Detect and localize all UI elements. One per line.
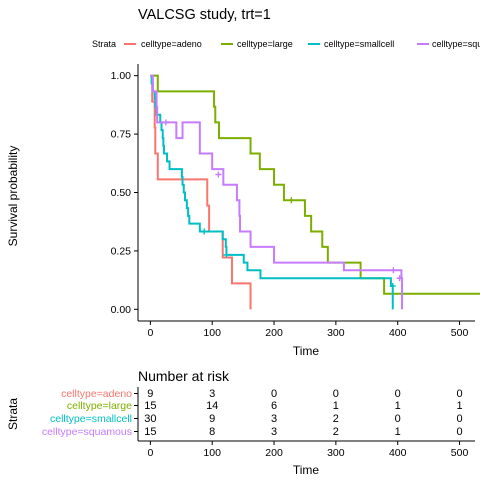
legend-item-adeno: celltype=adeno — [124, 39, 202, 49]
km-y-tick-label: 1.00 — [111, 70, 132, 82]
legend-label-large: celltype=large — [237, 39, 293, 49]
risk-cell-large: 1 — [333, 400, 339, 412]
km-curve-large — [150, 74, 480, 295]
risk-cell-smallcell: 2 — [333, 413, 339, 425]
km-y-tick-label: 0.50 — [111, 187, 132, 199]
risk-row-label-large: celltype=large — [67, 400, 132, 412]
risk-y-axis-label: Strata — [6, 398, 20, 430]
censor-mark-smallcell — [201, 228, 208, 235]
legend-item-squamous: celltype=squamous — [417, 39, 480, 49]
km-x-tick-label: 300 — [327, 327, 345, 339]
risk-cell-squamous: 8 — [209, 426, 215, 438]
risk-row-label-squamous: celltype=squamous — [42, 426, 132, 438]
km-y-tick-label: 0.25 — [111, 245, 132, 257]
legend-title: Strata — [92, 39, 116, 49]
risk-cell-smallcell: 0 — [456, 413, 462, 425]
censor-mark-large — [288, 197, 295, 204]
risk-cell-large: 14 — [206, 400, 218, 412]
km-x-tick-label: 200 — [265, 327, 283, 339]
legend-label-smallcell: celltype=smallcell — [324, 39, 394, 49]
risk-cell-large: 15 — [144, 400, 156, 412]
risk-row-label-smallcell: celltype=smallcell — [50, 413, 132, 425]
km-curve-adeno — [150, 74, 252, 310]
risk-cell-adeno: 0 — [333, 388, 339, 400]
legend-label-adeno: celltype=adeno — [141, 39, 202, 49]
risk-x-tick-label: 500 — [451, 447, 469, 459]
risk-cell-large: 6 — [271, 400, 277, 412]
risk-cell-large: 1 — [456, 400, 462, 412]
risk-cell-smallcell: 0 — [395, 413, 401, 425]
risk-cell-large: 1 — [395, 400, 401, 412]
legend: Strata celltype=adeno celltype=large cel… — [92, 39, 480, 49]
censor-mark-squamous — [162, 119, 169, 126]
risk-cell-squamous: 2 — [333, 426, 339, 438]
km-x-tick-label: 100 — [203, 327, 221, 339]
km-curve-smallcell — [150, 74, 394, 310]
km-x-tick-label: 0 — [147, 327, 153, 339]
legend-label-squamous: celltype=squamous — [432, 39, 480, 49]
chart-title: VALCSG study, trt=1 — [138, 7, 271, 23]
km-curve-squamous — [150, 74, 404, 310]
censor-mark-squamous — [396, 275, 403, 282]
censor-mark-smallcell — [389, 282, 396, 289]
risk-cell-squamous: 15 — [144, 426, 156, 438]
risk-table-title: Number at risk — [138, 368, 230, 384]
km-y-axis-label: Survival probability — [6, 146, 20, 247]
km-y-tick-label: 0.00 — [111, 304, 132, 316]
risk-cell-adeno: 0 — [271, 388, 277, 400]
risk-x-tick-label: 0 — [147, 447, 153, 459]
risk-cell-smallcell: 30 — [144, 413, 156, 425]
risk-cell-adeno: 3 — [209, 388, 215, 400]
risk-cell-adeno: 0 — [395, 388, 401, 400]
risk-x-tick-label: 100 — [203, 447, 221, 459]
risk-x-tick-label: 200 — [265, 447, 283, 459]
censor-mark-squamous — [390, 267, 397, 274]
risk-cell-squamous: 3 — [271, 426, 277, 438]
risk-cell-adeno: 9 — [147, 388, 153, 400]
censor-mark-squamous — [215, 171, 222, 178]
risk-x-tick-label: 300 — [327, 447, 345, 459]
risk-x-tick-label: 400 — [389, 447, 407, 459]
risk-cell-squamous: 0 — [456, 426, 462, 438]
risk-cell-smallcell: 9 — [209, 413, 215, 425]
risk-table-axes: 0 100 200 300 400 500 — [134, 387, 475, 459]
risk-x-axis-label: Time — [293, 463, 320, 477]
risk-cell-smallcell: 3 — [271, 413, 277, 425]
censor-mark-smallcell — [223, 251, 230, 258]
km-x-tick-label: 400 — [389, 327, 407, 339]
risk-cell-adeno: 0 — [456, 388, 462, 400]
risk-cell-squamous: 1 — [395, 426, 401, 438]
km-curves — [150, 74, 480, 310]
km-x-tick-label: 500 — [451, 327, 469, 339]
km-y-tick-label: 0.75 — [111, 129, 132, 141]
risk-row-label-adeno: celltype=adeno — [61, 388, 132, 400]
km-axes: 0 100 200 300 400 500 0.00 0.25 0.50 0.75 1.00 — [111, 64, 475, 339]
legend-item-large: celltype=large — [221, 39, 293, 49]
km-x-axis-label: Time — [293, 344, 320, 358]
legend-item-smallcell: celltype=smallcell — [308, 39, 394, 49]
